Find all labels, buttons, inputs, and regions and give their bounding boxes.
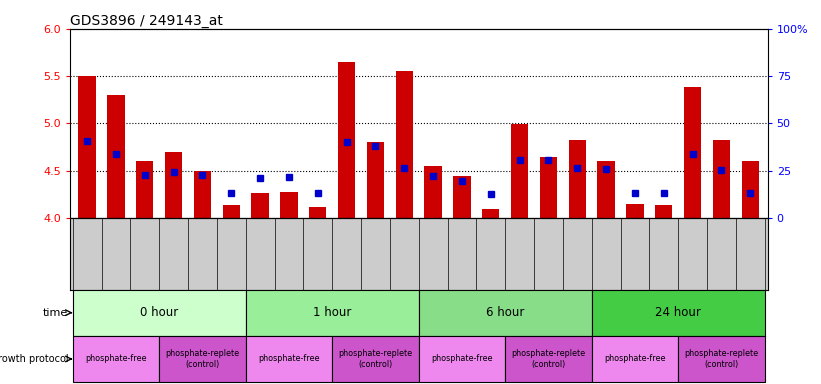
Bar <box>79 76 96 218</box>
Text: phosphate-free: phosphate-free <box>431 354 493 363</box>
Text: phosphate-replete
(control): phosphate-replete (control) <box>511 349 585 369</box>
Text: phosphate-free: phosphate-free <box>604 354 666 363</box>
Text: time: time <box>43 308 68 318</box>
Bar <box>684 88 701 218</box>
Bar <box>159 336 245 382</box>
Bar <box>592 290 764 336</box>
Bar <box>194 171 211 218</box>
Bar <box>280 192 297 218</box>
Bar <box>108 95 125 218</box>
Bar <box>245 290 419 336</box>
Bar <box>419 336 505 382</box>
Text: phosphate-free: phosphate-free <box>258 354 319 363</box>
Bar <box>310 207 327 218</box>
Text: 0 hour: 0 hour <box>140 306 178 319</box>
Text: phosphate-replete
(control): phosphate-replete (control) <box>338 349 412 369</box>
Text: 1 hour: 1 hour <box>313 306 351 319</box>
Text: growth protocol: growth protocol <box>0 354 68 364</box>
Bar <box>338 62 355 218</box>
Bar <box>367 142 384 218</box>
Bar <box>713 139 730 218</box>
Bar <box>482 209 499 218</box>
Bar <box>245 336 333 382</box>
Bar <box>73 290 245 336</box>
Text: 6 hour: 6 hour <box>486 306 525 319</box>
Bar <box>741 161 759 218</box>
Bar <box>333 336 419 382</box>
Bar <box>424 166 442 218</box>
Text: 24 hour: 24 hour <box>655 306 701 319</box>
Text: phosphate-replete
(control): phosphate-replete (control) <box>165 349 240 369</box>
Bar <box>419 290 592 336</box>
Bar <box>73 336 159 382</box>
Text: phosphate-free: phosphate-free <box>85 354 147 363</box>
Bar <box>626 204 644 218</box>
Bar <box>569 139 586 218</box>
Bar <box>511 124 528 218</box>
Bar <box>505 336 592 382</box>
Bar <box>655 205 672 218</box>
Bar <box>136 161 154 218</box>
Text: GDS3896 / 249143_at: GDS3896 / 249143_at <box>70 14 222 28</box>
Bar <box>165 152 182 218</box>
Bar <box>598 161 615 218</box>
Bar <box>251 192 268 218</box>
Bar <box>396 71 413 218</box>
Bar <box>678 336 764 382</box>
Text: phosphate-replete
(control): phosphate-replete (control) <box>685 349 759 369</box>
Bar <box>540 157 557 218</box>
Bar <box>453 176 470 218</box>
Bar <box>222 205 240 218</box>
Bar <box>592 336 678 382</box>
